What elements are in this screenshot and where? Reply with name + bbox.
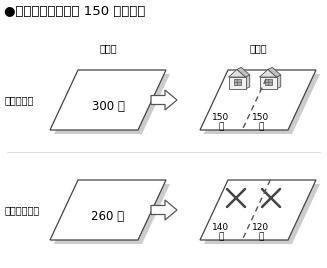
Polygon shape (277, 75, 281, 89)
Text: 140
㎡: 140 ㎡ (213, 223, 230, 242)
Polygon shape (50, 180, 166, 240)
Text: 分割後: 分割後 (249, 43, 267, 53)
Text: 150
㎡: 150 ㎡ (252, 113, 270, 132)
Text: 分割できる: 分割できる (5, 95, 34, 105)
Polygon shape (229, 69, 246, 77)
Text: 分割前: 分割前 (99, 43, 117, 53)
Text: 150
㎡: 150 ㎡ (212, 113, 230, 132)
Polygon shape (50, 70, 166, 130)
Polygon shape (268, 67, 281, 77)
Bar (260, 77, 277, 89)
Polygon shape (200, 180, 316, 240)
Text: 300 ㎡: 300 ㎡ (92, 99, 125, 113)
Bar (229, 77, 246, 89)
Polygon shape (54, 74, 170, 134)
Polygon shape (204, 74, 320, 134)
Polygon shape (54, 184, 170, 244)
Polygon shape (200, 70, 316, 130)
Bar (233, 79, 240, 84)
Text: 分割できない: 分割できない (5, 205, 40, 215)
Text: 260 ㎡: 260 ㎡ (92, 210, 125, 222)
Bar (265, 79, 271, 84)
Polygon shape (237, 67, 250, 77)
Polygon shape (151, 90, 177, 110)
Text: ●建物の敝地面積を 150 ㎡とすと: ●建物の敝地面積を 150 ㎡とすと (4, 5, 146, 18)
Polygon shape (246, 75, 250, 89)
Polygon shape (260, 69, 277, 77)
Polygon shape (151, 200, 177, 220)
Text: 120
㎡: 120 ㎡ (252, 223, 269, 242)
Polygon shape (204, 184, 320, 244)
